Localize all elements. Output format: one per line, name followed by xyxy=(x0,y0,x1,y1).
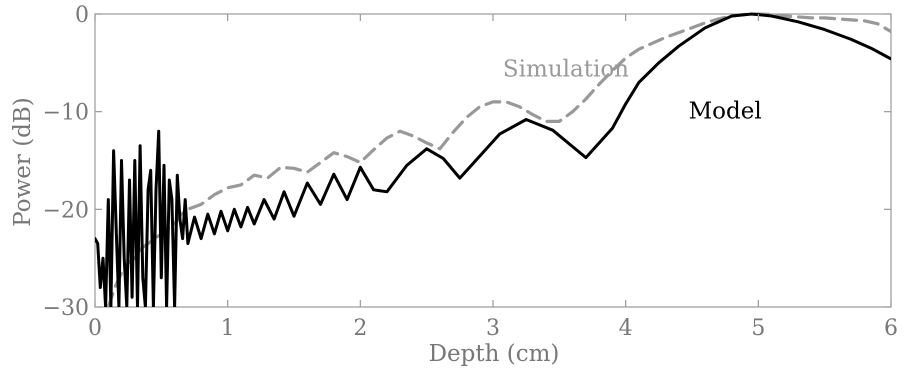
annotation-model: Model xyxy=(689,99,762,125)
y-tick-label: 0 xyxy=(75,3,89,28)
annotation-simulation: Simulation xyxy=(503,57,629,83)
axes-frame xyxy=(94,13,892,308)
y-axis-label: Power (dB) xyxy=(10,97,36,227)
x-axis-label: Depth (cm) xyxy=(429,341,560,367)
x-tick-label: 2 xyxy=(353,316,367,341)
series-line-simulation xyxy=(106,12,891,307)
x-tick-label: 3 xyxy=(486,316,500,341)
y-tick-label: −10 xyxy=(43,101,89,126)
x-tick-label: 1 xyxy=(221,316,235,341)
annotation-layer: Simulation Model xyxy=(503,57,762,125)
series-line-model xyxy=(95,12,891,307)
y-tick-label: −20 xyxy=(43,198,89,223)
x-tick-label: 5 xyxy=(751,316,765,341)
x-tick-label: 4 xyxy=(619,316,633,341)
tick-layer: 0 1 2 3 4 5 6 0 −10 −20 −30 xyxy=(43,3,898,341)
x-tick-label: 0 xyxy=(88,316,102,341)
plot-area xyxy=(94,13,892,308)
x-tick-label: 6 xyxy=(884,316,898,341)
series-layer xyxy=(95,12,891,307)
y-tick-label: −30 xyxy=(43,296,89,321)
